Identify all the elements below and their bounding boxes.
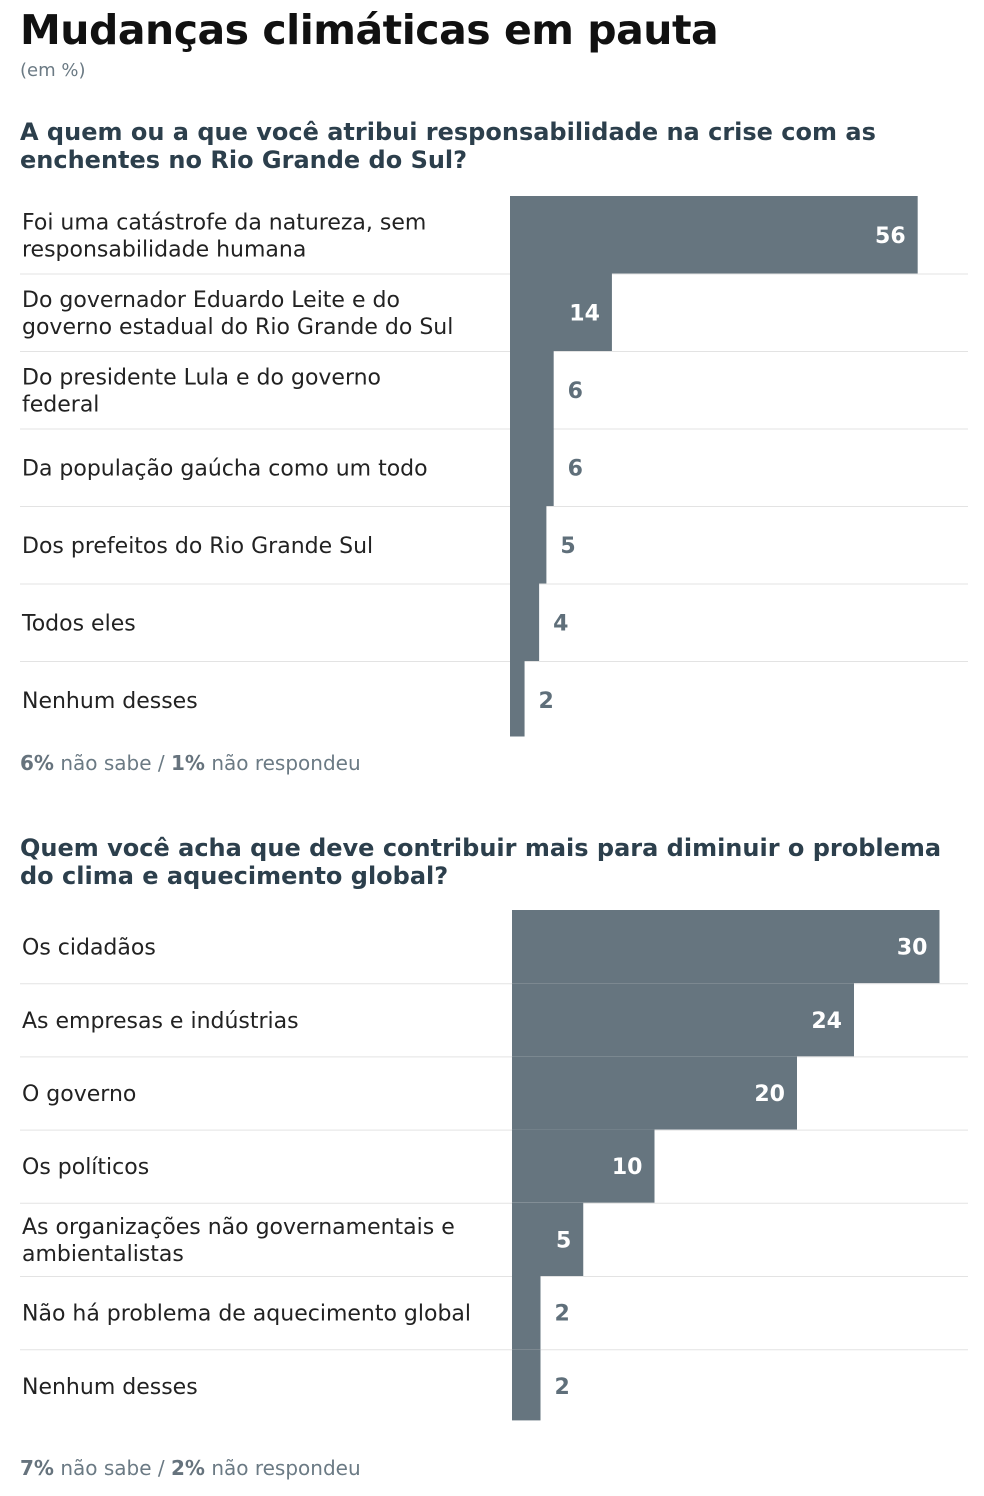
chart-2-footnote-separator: / — [151, 1456, 171, 1480]
chart-1-no-answer-label: não respondeu — [211, 751, 361, 775]
chart-1-category-label-2: Do presidente Lula e do governo federal — [22, 365, 381, 417]
chart-1-footnote-separator: / — [151, 751, 171, 775]
chart-1-title: A quem ou a que você atribui responsabil… — [20, 118, 876, 174]
chart-2-bar-0 — [512, 910, 940, 984]
chart-2-value-label-2: 20 — [754, 1082, 785, 1107]
chart-2-category-label-2: O governo — [22, 1082, 136, 1107]
chart-1-bar-2 — [510, 351, 554, 429]
chart-1-bar-3 — [510, 428, 554, 506]
chart-1-no-answer-value: 1% — [170, 751, 205, 775]
chart-2-bar-4 — [512, 1202, 584, 1276]
chart-1-category-label-0: Foi uma catástrofe da natureza, sem respo… — [22, 210, 426, 262]
chart-2-dont-know-label: não sabe — [60, 1456, 152, 1480]
chart-1-category-label-6: Nenhum desses — [22, 689, 198, 714]
chart-1-value-label-3: 6 — [568, 456, 583, 481]
chart-2-bar-6 — [512, 1349, 541, 1421]
chart-1-value-label-1: 14 — [569, 301, 600, 326]
chart-2-bar-2 — [512, 1056, 797, 1130]
chart-2-no-answer-value: 2% — [170, 1456, 205, 1480]
chart-1-bar-0 — [510, 196, 918, 274]
chart-1-bar-1 — [510, 273, 612, 351]
chart-2-value-label-4: 5 — [556, 1228, 571, 1253]
chart-2-bar-5 — [512, 1276, 541, 1350]
chart-1-bar-6 — [510, 661, 525, 737]
chart-2-footnote: 7% não sabe / 2% não respondeu — [20, 1456, 361, 1480]
chart-1-value-label-4: 5 — [560, 534, 575, 559]
chart-1-value-label-5: 4 — [553, 611, 568, 636]
chart-2-bar-3 — [512, 1129, 655, 1203]
chart-2-bar-1 — [512, 983, 854, 1057]
chart-1-value-label-2: 6 — [568, 379, 583, 404]
chart-2-category-label-0: Os cidadãos — [22, 936, 156, 961]
chart-1-responsibility: Foi uma catástrofe da natureza, sem respo… — [20, 196, 968, 737]
unit-label: (em %) — [20, 60, 86, 81]
chart-2-value-label-1: 24 — [811, 1009, 842, 1034]
chart-2-value-label-5: 2 — [555, 1302, 570, 1327]
chart-1-dont-know-label: não sabe — [60, 751, 152, 775]
chart-1-category-label-5: Todos eles — [21, 611, 136, 636]
page-title: Mudanças climáticas em pauta — [20, 6, 719, 54]
chart-2-category-label-5: Não há problema de aquecimento global — [22, 1302, 471, 1327]
chart-2-value-label-0: 30 — [897, 936, 928, 961]
chart-2-category-label-1: As empresas e indústrias — [22, 1009, 299, 1034]
chart-1-footnote: 6% não sabe / 1% não respondeu — [20, 751, 361, 775]
chart-2-category-label-3: Os políticos — [22, 1155, 149, 1180]
chart-2-category-label-6: Nenhum desses — [22, 1375, 198, 1400]
chart-2-value-label-6: 2 — [555, 1375, 570, 1400]
chart-1-bar-4 — [510, 506, 547, 584]
chart-1-category-label-3: Da população gaúcha como um todo — [22, 456, 428, 481]
chart-1-category-label-4: Dos prefeitos do Rio Grande Sul — [22, 534, 373, 559]
chart-2-category-label-4: As organizações não governamentais e ambi… — [22, 1215, 455, 1267]
chart-2-dont-know-value: 7% — [20, 1456, 54, 1480]
chart-1-bar-5 — [510, 583, 540, 661]
chart-2-title: Quem você acha que deve contribuir mais … — [20, 834, 942, 890]
chart-1-value-label-6: 2 — [539, 689, 554, 714]
chart-1-category-label-1: Do governador Eduardo Leite e do governo … — [22, 288, 453, 340]
chart-1-dont-know-value: 6% — [20, 751, 54, 775]
chart-2-no-answer-label: não respondeu — [211, 1456, 361, 1480]
chart-2-value-label-3: 10 — [612, 1155, 643, 1180]
chart-1-value-label-0: 56 — [875, 224, 906, 249]
